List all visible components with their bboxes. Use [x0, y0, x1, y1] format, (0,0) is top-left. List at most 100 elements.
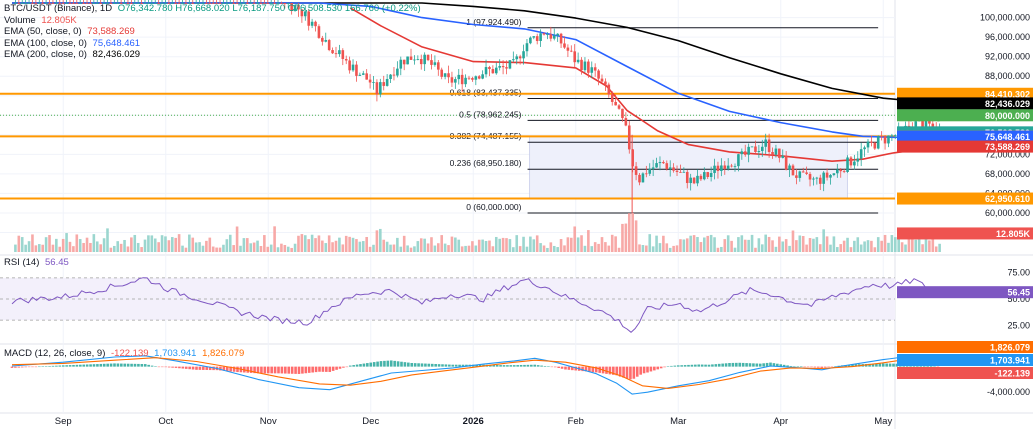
price-axis-badge [897, 192, 1033, 205]
candle-body [416, 59, 420, 60]
macd-histogram-bar [697, 364, 701, 367]
ema100-line [12, 2, 940, 139]
candle-body [512, 59, 515, 61]
candle-body [570, 50, 573, 52]
volume-bar [143, 239, 147, 252]
candle-body [668, 167, 672, 170]
volume-bar [392, 244, 396, 252]
candle-body [471, 78, 474, 80]
volume-bar [368, 246, 372, 252]
symbol-row[interactable]: BTC/USDT (Binance), 1D O76,342.780 H76,6… [4, 3, 421, 15]
macd-histogram-bar [823, 366, 827, 368]
volume-bar [331, 242, 334, 252]
macd-histogram-bar [17, 366, 21, 368]
volume-bar [590, 246, 594, 252]
macd-histogram-bar [724, 363, 728, 367]
candle-body [771, 151, 774, 155]
macd-histogram-bar [109, 363, 113, 367]
macd-histogram-bar [458, 364, 461, 367]
macd-histogram-bar [803, 366, 806, 368]
macd-histogram-bar [273, 366, 277, 374]
volume-bar [764, 234, 767, 252]
candle-body [246, 3, 249, 4]
price-axis[interactable]: 100,000.000 96,000.000 92,000.000 88,000.00… [897, 13, 1033, 240]
candle-body [788, 165, 791, 170]
ema200-legend-row[interactable]: EMA (200, close, 0) 82,436.029 [4, 49, 421, 61]
volume-bar [153, 238, 157, 252]
candle-body [95, 3, 99, 4]
chart-legend: BTC/USDT (Binance), 1D O76,342.780 H76,6… [4, 3, 421, 61]
candle-body [348, 60, 351, 71]
candle-body [61, 3, 65, 4]
candle-body [587, 61, 590, 73]
rsi-legend[interactable]: RSI (14) 56.45 [4, 257, 69, 268]
macd-histogram-bar [933, 366, 936, 368]
volume-bar [870, 240, 873, 252]
candle-body [170, 3, 174, 4]
macd-histogram-bar [755, 363, 759, 367]
volume-bar [726, 235, 730, 252]
volume-bar [24, 244, 27, 252]
macd-histogram-bar [550, 366, 554, 368]
macd-pane[interactable]: -4,000.000 1,826.079 1,703.941 -122.139 [10, 341, 1033, 397]
candle-body [505, 67, 508, 69]
macd-histogram-bar [260, 366, 263, 374]
rsi-pane[interactable]: 75.00 50.00 25.00 56.45 [0, 268, 1033, 333]
macd-histogram-bar [383, 360, 386, 367]
candle-body [78, 3, 82, 4]
volume-bar [266, 246, 270, 252]
ema100-legend-row[interactable]: EMA (100, close, 0) 75,648.461 [4, 38, 421, 50]
macd-histogram-bar [393, 360, 396, 367]
volume-bar [413, 246, 416, 252]
price-pane[interactable]: Pychological level1 (97,924.490)0.618 (8… [0, 0, 976, 214]
volume-bar [757, 238, 761, 252]
volume-bar [375, 230, 379, 252]
candle-body [436, 62, 440, 70]
volume-bar [31, 234, 34, 252]
candle-body [822, 172, 825, 184]
volume-bar [627, 213, 631, 252]
macd-histogram-bar [854, 364, 858, 367]
volume-bar [911, 239, 914, 252]
candle-body [801, 171, 805, 173]
macd-histogram-bar [362, 363, 366, 367]
macd-histogram-bar [102, 363, 106, 367]
candle-body [34, 3, 38, 4]
candle-body [194, 3, 198, 4]
macd-legend[interactable]: MACD (12, 26, close, 9) -122.139 1,703.9… [4, 348, 244, 359]
candle-body [617, 105, 621, 109]
volume-bar [457, 239, 461, 252]
candle-body [873, 142, 877, 149]
macd-histogram-bar [147, 364, 150, 367]
candle-body [215, 3, 218, 4]
macd-histogram-bar [437, 364, 441, 367]
macd-histogram-bar [24, 366, 27, 368]
candle-body [198, 3, 201, 4]
symbol-title[interactable]: BTC/USDT (Binance), 1D [4, 3, 113, 14]
volume-bar [334, 240, 338, 252]
volume-bar [778, 236, 781, 252]
time-axis[interactable]: Sep Oct Nov Dec 2026 Feb Mar Apr May [55, 416, 893, 427]
macd-value-badge [897, 367, 1033, 379]
macd-histogram-bar [625, 366, 629, 379]
macd-value-badge-label: 1,703.941 [990, 356, 1030, 366]
candle-body [825, 172, 829, 178]
candle-body [191, 3, 195, 4]
macd-histogram-bar [72, 364, 75, 367]
volume-bar [72, 246, 75, 252]
rsi-value-badge [897, 286, 1033, 299]
candle-body [699, 175, 703, 180]
volume-legend-row[interactable]: Volume 12.805K [4, 15, 421, 27]
ema50-legend-row[interactable]: EMA (50, close, 0) 73,588.269 [4, 26, 421, 38]
candle-body [818, 177, 822, 184]
candle-body [399, 59, 403, 69]
macd-histogram-bar [618, 366, 622, 377]
candle-body [24, 3, 27, 4]
macd-histogram-bar [290, 366, 294, 374]
macd-histogram-bar [75, 364, 79, 367]
macd-histogram-bar [20, 366, 24, 368]
volume-bar [788, 245, 791, 252]
volume-bar [760, 244, 764, 252]
price-axis-badge [897, 87, 1033, 100]
